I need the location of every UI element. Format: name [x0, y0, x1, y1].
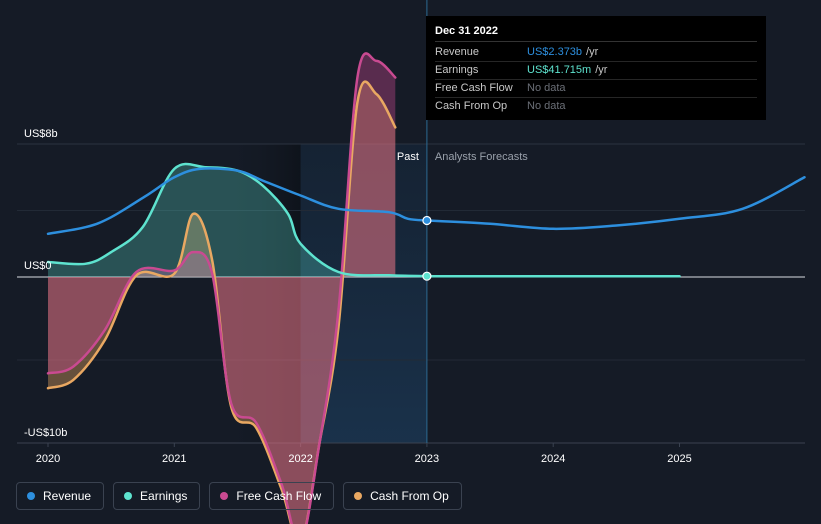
x-tick-label: 2020 — [36, 453, 60, 465]
tooltip: Dec 31 2022 Revenue US$2.373b /yr Earnin… — [426, 16, 766, 120]
legend-label: Earnings — [140, 489, 188, 503]
free-cash-flow-dot-icon — [220, 492, 229, 500]
x-tick-label: 2021 — [162, 453, 186, 465]
tooltip-label: Free Cash Flow — [435, 82, 513, 94]
y-axis-zero-label: US$0 — [24, 260, 52, 272]
tooltip-row-earnings: Earnings US$41.715m /yr — [435, 62, 757, 80]
tooltip-label: Earnings — [435, 64, 479, 76]
cash-from-op-line — [46, 80, 397, 524]
legend-item-revenue[interactable]: Revenue — [16, 482, 105, 510]
tooltip-unit: /yr — [595, 64, 608, 76]
tooltip-value: No data — [527, 100, 566, 112]
legend-item-earnings[interactable]: Earnings — [113, 482, 201, 510]
earnings-area — [48, 163, 680, 277]
free-cash-flow-line — [46, 52, 397, 524]
tooltip-value: US$2.373b — [527, 46, 583, 58]
tooltip-label: Revenue — [435, 46, 480, 58]
tooltip-row-free-cash-flow: Free Cash Flow No data — [435, 80, 757, 98]
tooltip-label: Cash From Op — [435, 100, 508, 112]
revenue-marker — [422, 215, 432, 226]
legend-label: Cash From Op — [370, 489, 449, 503]
legend: Revenue Earnings Free Cash Flow Cash Fro… — [16, 482, 462, 510]
tooltip-date: Dec 31 2022 — [435, 24, 757, 42]
revenue-forecast-line — [425, 176, 806, 231]
cash-from-op-dot-icon — [354, 492, 363, 500]
x-tick-label: 2025 — [667, 453, 691, 465]
y-axis-bottom-label: -US$10b — [24, 427, 67, 439]
earnings-marker — [422, 271, 432, 281]
legend-label: Revenue — [43, 489, 92, 503]
free-cash-flow-area — [48, 53, 396, 524]
tooltip-row-cash-from-op: Cash From Op No data — [435, 98, 757, 115]
tooltip-value: No data — [527, 82, 566, 94]
legend-item-free-cash-flow[interactable]: Free Cash Flow — [209, 482, 335, 510]
forecast-label: Analysts Forecasts — [435, 151, 528, 163]
past-shade — [224, 144, 301, 443]
x-tick-label: 2022 — [288, 453, 312, 465]
tooltip-row-revenue: Revenue US$2.373b /yr — [435, 44, 757, 62]
cash-from-op-area — [48, 81, 396, 524]
y-axis-top-label: US$8b — [24, 128, 58, 140]
x-tick-label: 2024 — [541, 453, 565, 465]
tooltip-unit: /yr — [586, 46, 599, 58]
x-tick-label: 2023 — [415, 453, 439, 465]
earnings-dot-icon — [124, 492, 133, 500]
revenue-dot-icon — [27, 492, 35, 500]
revenue-line — [46, 167, 429, 236]
legend-label: Free Cash Flow — [236, 489, 322, 503]
hover-band — [300, 144, 427, 443]
legend-item-cash-from-op[interactable]: Cash From Op — [343, 482, 462, 510]
past-label: Past — [397, 151, 419, 163]
tooltip-value: US$41.715m — [527, 64, 592, 76]
